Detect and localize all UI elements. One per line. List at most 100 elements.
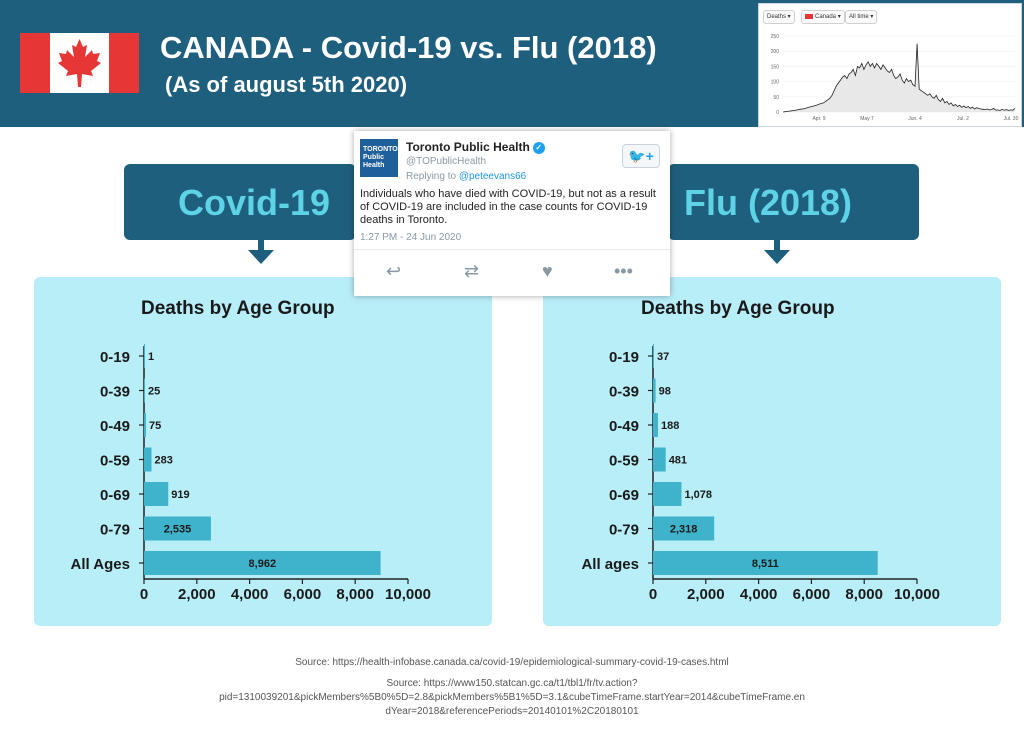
thumb-y-tick-label: 50 <box>773 95 779 101</box>
bar <box>653 516 715 541</box>
x-tick-label: 0 <box>649 586 657 603</box>
data-label: 1,078 <box>684 489 712 501</box>
y-tick-label: 0-19 <box>609 349 639 366</box>
bar <box>653 551 878 575</box>
bar <box>144 447 152 472</box>
x-tick-label: 4,000 <box>231 586 269 603</box>
thumb-x-tick-label: Jul. 2 <box>957 116 969 122</box>
bar <box>144 516 211 541</box>
deaths-trend-thumbnail: Deaths ▾ Canada ▾ All time ▾ 250 200 150 10… <box>758 3 1022 127</box>
thumb-series-line <box>782 43 1016 113</box>
bar <box>144 551 381 575</box>
bar <box>144 413 146 437</box>
data-label: 8,511 <box>752 558 779 570</box>
bar <box>144 378 145 403</box>
bar <box>653 413 658 437</box>
thumb-y-tick-label: 150 <box>771 64 780 70</box>
bar <box>653 482 682 506</box>
thumb-y-tick-label: 200 <box>771 49 780 55</box>
data-label: 188 <box>661 420 679 432</box>
covid-banner-label: Covid-19 <box>178 182 331 223</box>
x-tick-label: 2,000 <box>178 586 216 603</box>
replying-to-link[interactable]: @peteevans66 <box>458 171 527 182</box>
y-tick-label: 0-59 <box>609 453 639 470</box>
data-label: 75 <box>149 420 161 432</box>
thumb-x-tick-label: May 7 <box>860 116 874 122</box>
source-flu: Source: https://www150.statcan.gc.ca/t1/… <box>219 678 805 717</box>
y-tick-label: 0-59 <box>100 453 130 470</box>
bar <box>144 344 145 368</box>
more-icon[interactable]: ••• <box>614 261 633 281</box>
flu-banner-label: Flu (2018) <box>684 182 853 223</box>
tweet-card: TORONTO Public Health Toronto Public Hea… <box>354 131 670 296</box>
source-covid: Source: https://health-infobase.canada.c… <box>295 657 729 668</box>
x-tick-label: 6,000 <box>793 586 831 603</box>
y-tick-label: All ages <box>581 556 639 573</box>
data-label: 25 <box>148 386 160 398</box>
flu-chart-title: Deaths by Age Group <box>641 298 835 319</box>
tweet-author-handle[interactable]: @TOPublicHealth <box>406 156 486 167</box>
data-label: 1 <box>148 351 154 363</box>
canada-flag-icon <box>20 33 139 93</box>
data-label: 98 <box>659 386 671 398</box>
tweet-replying-to: Replying to @peteevans66 <box>406 171 527 182</box>
covid-banner <box>124 164 356 240</box>
bar <box>653 447 666 472</box>
x-tick-label: 6,000 <box>284 586 322 603</box>
bar <box>144 482 169 506</box>
data-label: 8,962 <box>249 558 277 570</box>
data-label: 2,535 <box>164 524 192 536</box>
x-tick-label: 8,000 <box>845 586 883 603</box>
bar <box>653 344 654 368</box>
y-tick-label: 0-19 <box>100 349 130 366</box>
tweet-text: Individuals who have died with COVID-19,… <box>360 188 656 226</box>
covid-chart-title: Deaths by Age Group <box>141 298 335 319</box>
flu-deaths-bar-chart: 0-19 37 0-39 98 0-49 188 0-59 481 0-69 1,078 0-79 2… <box>581 344 940 603</box>
data-label: 481 <box>669 455 687 467</box>
tweet-timestamp[interactable]: 1:27 PM - 24 Jun 2020 <box>360 232 462 243</box>
like-icon[interactable]: ♥ <box>542 261 553 281</box>
page-subtitle: (As of august 5th 2020) <box>165 72 408 97</box>
y-tick-label: 0-79 <box>100 522 130 539</box>
thumb-x-tick-label: Apr. 9 <box>812 116 825 122</box>
thumb-y-tick-label: 0 <box>776 110 779 116</box>
x-tick-label: 10,000 <box>894 586 940 603</box>
retweet-icon[interactable]: ⇄ <box>464 261 480 281</box>
page-title: CANADA - Covid-19 vs. Flu (2018) <box>160 30 657 65</box>
thumb-x-tick-label: Jul. 30 <box>1004 116 1019 122</box>
thumb-y-tick-label: 250 <box>771 34 780 40</box>
filter-deaths: Deaths ▾ <box>763 10 795 24</box>
thumbnail-line-chart: 250 200 150 100 50 0 Apr. 9 May 7 Jun. 4 Jul. 2 Ju… <box>771 34 1019 122</box>
thumb-x-tick-label: Jun. 4 <box>908 116 922 122</box>
avatar[interactable]: TORONTO Public Health <box>360 139 398 177</box>
x-tick-label: 0 <box>140 586 148 603</box>
x-tick-label: 4,000 <box>740 586 778 603</box>
thumb-area <box>783 43 1015 112</box>
data-label: 919 <box>171 489 189 501</box>
divider <box>354 249 670 250</box>
reply-icon[interactable]: ↩ <box>386 261 402 281</box>
twitter-follow-icon[interactable]: 🐦+ <box>622 144 660 168</box>
y-tick-label: 0-39 <box>609 384 639 401</box>
verified-icon: ✓ <box>532 141 545 154</box>
y-tick-label: 0-49 <box>100 418 130 435</box>
filter-country: Canada ▾ <box>801 10 845 24</box>
header-bar: CANADA - Covid-19 vs. Flu (2018) (As of … <box>0 0 1024 127</box>
y-tick-label: All Ages <box>71 556 130 573</box>
data-label: 37 <box>657 351 669 363</box>
x-tick-label: 10,000 <box>385 586 431 603</box>
tweet-author-name[interactable]: Toronto Public Health ✓ <box>406 140 545 154</box>
bar <box>653 378 656 403</box>
covid-deaths-bar-chart: 0-19 1 0-39 25 0-49 75 0-59 283 0-69 919 0-79 2,535… <box>71 344 431 603</box>
data-label: 2,318 <box>670 524 698 536</box>
filter-time: All time ▾ <box>845 10 878 24</box>
thumb-y-tick-label: 100 <box>771 80 780 86</box>
x-tick-label: 8,000 <box>336 586 374 603</box>
flu-banner <box>668 164 919 240</box>
y-tick-label: 0-69 <box>100 487 130 504</box>
data-label: 283 <box>154 455 172 467</box>
y-tick-label: 0-79 <box>609 522 639 539</box>
y-tick-label: 0-69 <box>609 487 639 504</box>
y-tick-label: 0-49 <box>609 418 639 435</box>
y-tick-label: 0-39 <box>100 384 130 401</box>
